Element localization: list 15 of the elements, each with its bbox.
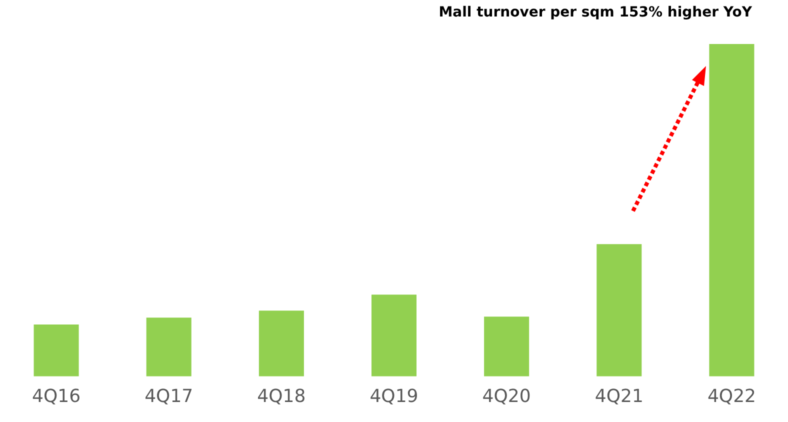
x-tick-label: 4Q22 <box>707 386 756 407</box>
x-tick-label: 4Q20 <box>482 386 531 407</box>
text: Mall turnover per sqm 153% higher YoY <box>438 4 753 21</box>
x-tick-label: 4Q17 <box>144 386 194 407</box>
x-tick-label: 4Q18 <box>257 386 306 407</box>
bar <box>371 294 417 376</box>
x-tick-label: 4Q19 <box>370 386 418 407</box>
bar <box>484 316 530 376</box>
bar <box>34 324 79 376</box>
bar <box>258 310 304 376</box>
bar <box>596 244 642 376</box>
bar <box>709 44 754 376</box>
x-tick-label: 4Q16 <box>32 386 81 407</box>
x-tick-label: 4Q21 <box>594 386 644 407</box>
bar <box>146 318 192 376</box>
